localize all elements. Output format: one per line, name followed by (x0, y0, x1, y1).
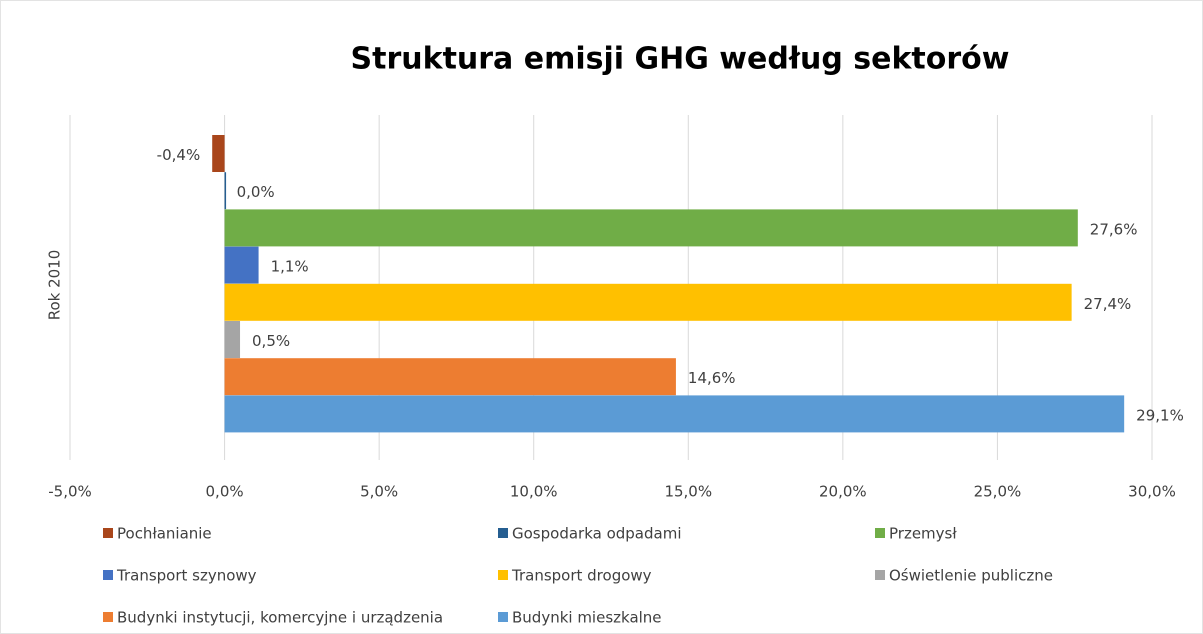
legend-label: Transport drogowy (511, 567, 652, 585)
x-tick-label: 25,0% (974, 483, 1022, 501)
legend-label: Pochłanianie (117, 525, 212, 543)
bar (224, 358, 676, 396)
data-label: 27,6% (1090, 220, 1138, 238)
bar (224, 283, 1072, 321)
bar (224, 172, 227, 210)
legend-swatch (875, 528, 885, 538)
legend-label: Budynki mieszkalne (512, 609, 662, 627)
legend-swatch (498, 528, 508, 538)
legend-label: Gospodarka odpadami (512, 525, 681, 543)
data-label: 0,5% (252, 332, 290, 350)
legend-swatch (875, 570, 885, 580)
chart-title: Struktura emisji GHG według sektorów (351, 42, 1010, 77)
x-tick-label: 30,0% (1128, 483, 1176, 501)
x-tick-label: -5,0% (48, 483, 92, 501)
y-category-label: Rok 2010 (46, 250, 64, 321)
legend-swatch (103, 528, 113, 538)
legend-swatch (498, 612, 508, 622)
data-label: -0,4% (157, 146, 201, 164)
legend-swatch (498, 570, 508, 580)
legend-label: Przemysł (889, 525, 957, 543)
legend-swatch (103, 612, 113, 622)
data-label: 29,1% (1136, 406, 1184, 424)
x-tick-label: 0,0% (206, 483, 244, 501)
x-tick-label: 15,0% (664, 483, 712, 501)
bar (224, 395, 1125, 433)
bar (224, 246, 259, 284)
legend-label: Transport szynowy (116, 567, 257, 585)
bar (212, 135, 225, 172)
legend-swatch (103, 570, 113, 580)
data-label: 27,4% (1084, 295, 1132, 313)
bar (224, 209, 1078, 247)
data-label: 14,6% (688, 369, 736, 387)
x-tick-label: 5,0% (360, 483, 398, 501)
data-label: 1,1% (271, 258, 309, 276)
x-tick-label: 20,0% (819, 483, 867, 501)
legend-label: Budynki instytucji, komercyjne i urządze… (117, 609, 443, 627)
legend-label: Oświetlenie publiczne (889, 567, 1053, 585)
bar (224, 321, 241, 358)
x-tick-label: 10,0% (510, 483, 558, 501)
data-label: 0,0% (237, 183, 275, 201)
